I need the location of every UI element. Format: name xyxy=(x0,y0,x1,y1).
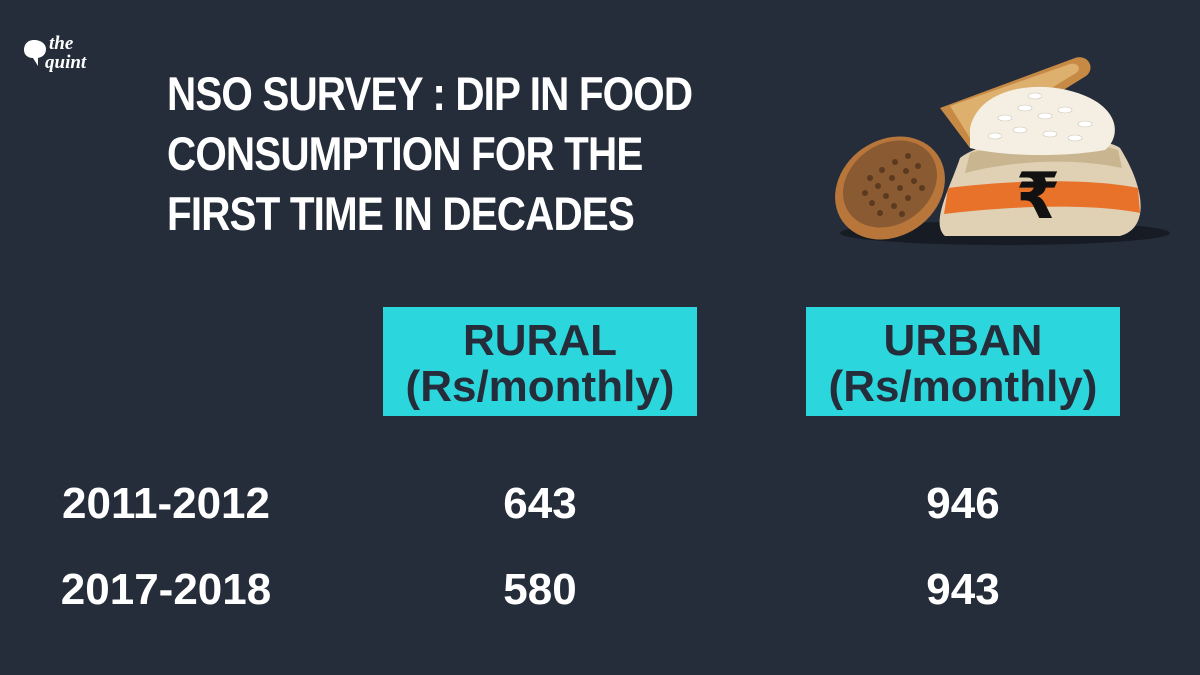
page-title: NSO SURVEY : DIP IN FOOD CONSUMPTION FOR… xyxy=(167,67,693,240)
rupee-symbol: ₹ xyxy=(1016,160,1061,234)
logo-text: the quint xyxy=(45,33,86,72)
logo-line-1: the xyxy=(49,33,74,54)
table-cell-value: 943 xyxy=(926,565,999,614)
column-header-box xyxy=(806,307,1120,416)
quote-bubble-icon xyxy=(24,40,46,66)
column-header-unit: (Rs/monthly) xyxy=(829,362,1098,411)
table-cell-value: 580 xyxy=(503,565,576,614)
table-cell-value: 643 xyxy=(503,479,576,528)
column-header-urban: URBAN(Rs/monthly) xyxy=(806,307,1120,416)
the-quint-logo xyxy=(22,34,122,94)
table-row: 2011-2012 643 946 xyxy=(62,479,1000,528)
table-row: 2017-2018 580 943 xyxy=(61,565,1000,614)
column-header-box xyxy=(383,307,697,416)
table-cell-value: 946 xyxy=(926,479,999,528)
column-header-rural: RURAL(Rs/monthly) xyxy=(383,307,697,416)
row-label: 2011-2012 xyxy=(62,479,270,528)
logo-line-2: quint xyxy=(45,52,87,73)
rupee-grain-sack-icon: ₹ xyxy=(835,57,1170,245)
column-header-label: URBAN xyxy=(884,316,1043,365)
column-header-unit: (Rs/monthly) xyxy=(406,362,675,411)
row-label: 2017-2018 xyxy=(61,565,271,614)
column-header-label: RURAL xyxy=(463,316,617,365)
